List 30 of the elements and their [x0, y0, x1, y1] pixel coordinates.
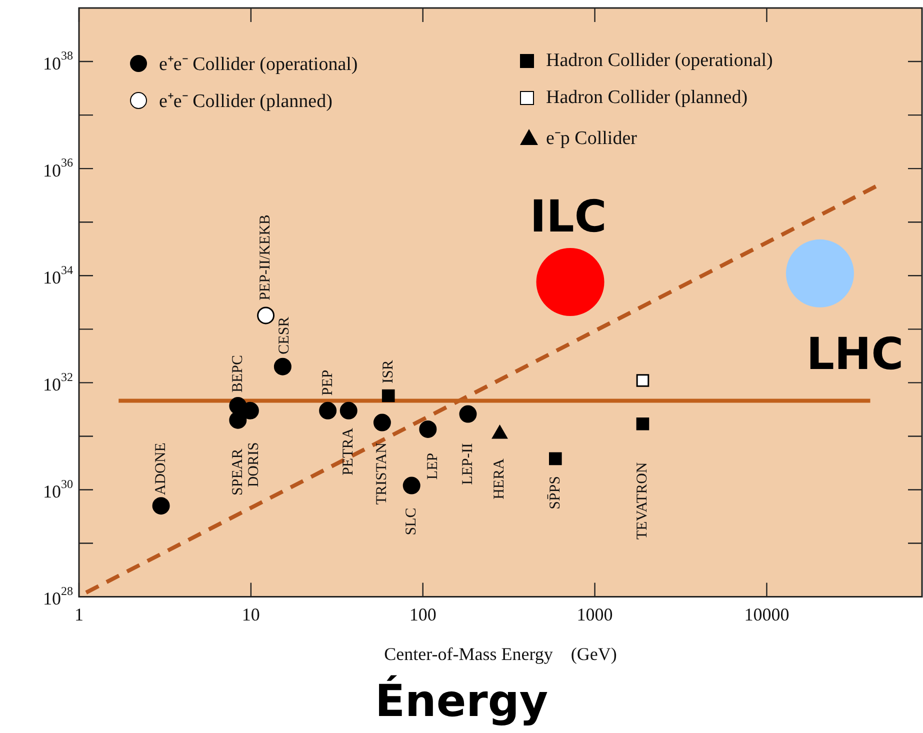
annotation: DORIS: [246, 442, 262, 488]
annotation: LEP-II: [460, 443, 476, 485]
legend-label: Hadron Collider (planned): [546, 87, 748, 109]
annotation: SLC: [404, 508, 420, 536]
annotation: TEVATRON: [634, 462, 651, 540]
annotation: LEP: [424, 452, 441, 480]
annotation: TRISTAN: [374, 442, 390, 505]
annotation: SP̄PS: [546, 476, 564, 510]
annotation: ISR: [380, 360, 396, 384]
legend-label: e⁺e⁻ Collider (operational): [159, 53, 358, 76]
annotation: ADONE: [152, 442, 169, 496]
x-tick-label: 1: [74, 604, 84, 624]
x-tick-label: 1000: [576, 604, 613, 624]
annotation: PEP: [320, 370, 336, 396]
x-tick-label: 100: [409, 604, 436, 624]
legend-label: Hadron Collider (operational): [546, 50, 773, 72]
annotation: ILC: [530, 191, 607, 242]
legend-label: e⁺e⁻ Collider (planned): [159, 90, 332, 113]
x-tick-label: 10: [242, 604, 260, 624]
legend-label: e⁻p Collider: [546, 127, 637, 150]
annotation: HERA: [492, 458, 508, 500]
annotation: LHC: [806, 328, 904, 380]
x-tick-label: 10000: [744, 604, 790, 624]
text: Énergy: [374, 676, 550, 727]
annotation: SPEAR: [230, 448, 246, 496]
annotation: PEP-II/KEKB: [258, 214, 274, 300]
x-axis-title: Center-of-Mass Energy (GeV): [384, 644, 617, 664]
annotation: PETRA: [340, 428, 357, 476]
annotation: CESR: [276, 316, 293, 354]
annotation: BEPC: [230, 355, 246, 393]
